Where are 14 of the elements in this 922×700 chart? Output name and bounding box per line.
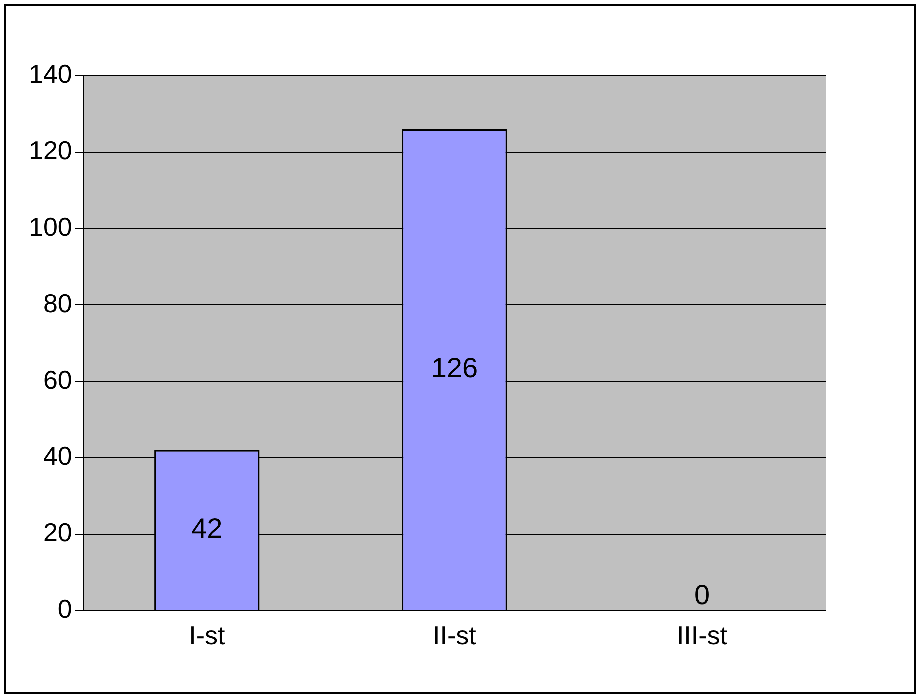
x-tick-label: I-st [189,620,226,651]
y-tick-label: 140 [28,59,72,90]
data-label: 42 [192,513,223,544]
x-tick-label: II-st [433,620,478,651]
data-label: 126 [431,352,478,384]
y-tick-label: 100 [28,212,72,242]
x-tick-label: III-st [676,620,728,651]
y-tick-label: 20 [43,518,72,548]
y-tick-label: 60 [43,364,72,395]
y-tick-label: 80 [43,288,72,318]
data-label: 0 [694,580,710,611]
y-tick-label: 40 [43,441,72,472]
y-tick-label: 120 [28,136,72,166]
y-tick-label: 0 [58,594,72,624]
